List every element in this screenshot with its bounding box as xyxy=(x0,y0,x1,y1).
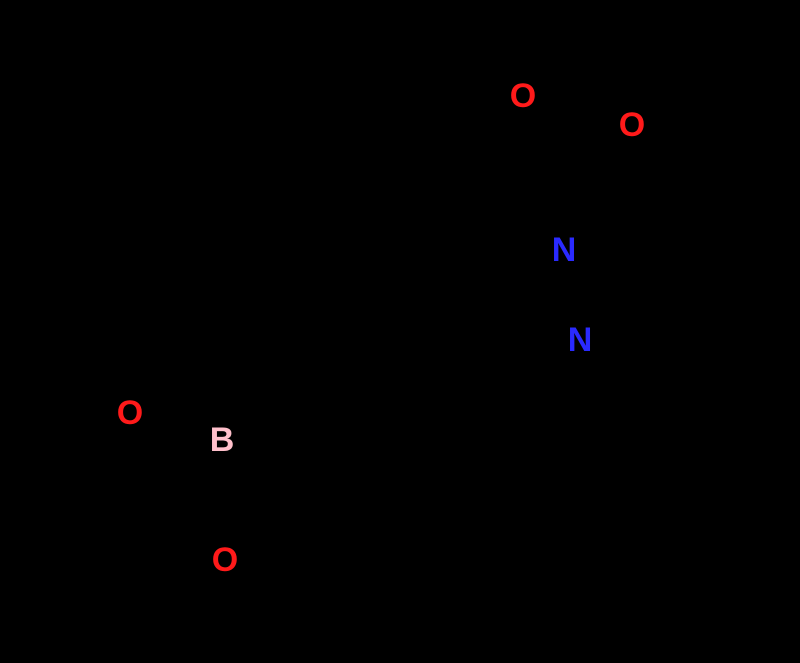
bond xyxy=(132,523,206,553)
bond xyxy=(308,196,338,281)
bond xyxy=(694,133,757,190)
bonds-layer xyxy=(60,111,757,590)
bond xyxy=(531,114,569,174)
bond xyxy=(130,433,132,523)
bond xyxy=(445,333,510,393)
bond xyxy=(60,473,132,523)
atom-O-label: O xyxy=(619,106,645,144)
bond xyxy=(222,460,224,540)
molecule-diagram: O O O O N N B xyxy=(0,0,800,663)
bond xyxy=(330,410,395,438)
atom-O-label: O xyxy=(117,394,143,432)
atom-O-label: O xyxy=(510,77,536,115)
bond xyxy=(330,350,360,438)
bond xyxy=(536,111,574,171)
bond xyxy=(305,280,360,350)
bond xyxy=(566,173,572,230)
bond xyxy=(568,270,577,321)
bond xyxy=(70,523,132,590)
bond xyxy=(512,354,566,395)
atom-N-label: N xyxy=(568,321,593,359)
atoms-layer: O O O O N N B xyxy=(117,77,645,579)
bond xyxy=(330,438,362,530)
bond xyxy=(508,350,562,391)
bond xyxy=(445,250,475,333)
bond xyxy=(302,194,332,279)
atom-O-label: O xyxy=(212,541,238,579)
atom-B-label: B xyxy=(210,421,235,459)
bond xyxy=(149,419,203,435)
bond xyxy=(572,137,616,173)
bond xyxy=(694,190,757,248)
bond xyxy=(335,180,420,195)
bond xyxy=(418,182,473,252)
bond xyxy=(646,139,694,190)
bond xyxy=(422,178,477,248)
atom-N-label: N xyxy=(552,231,577,269)
bond xyxy=(242,438,330,440)
